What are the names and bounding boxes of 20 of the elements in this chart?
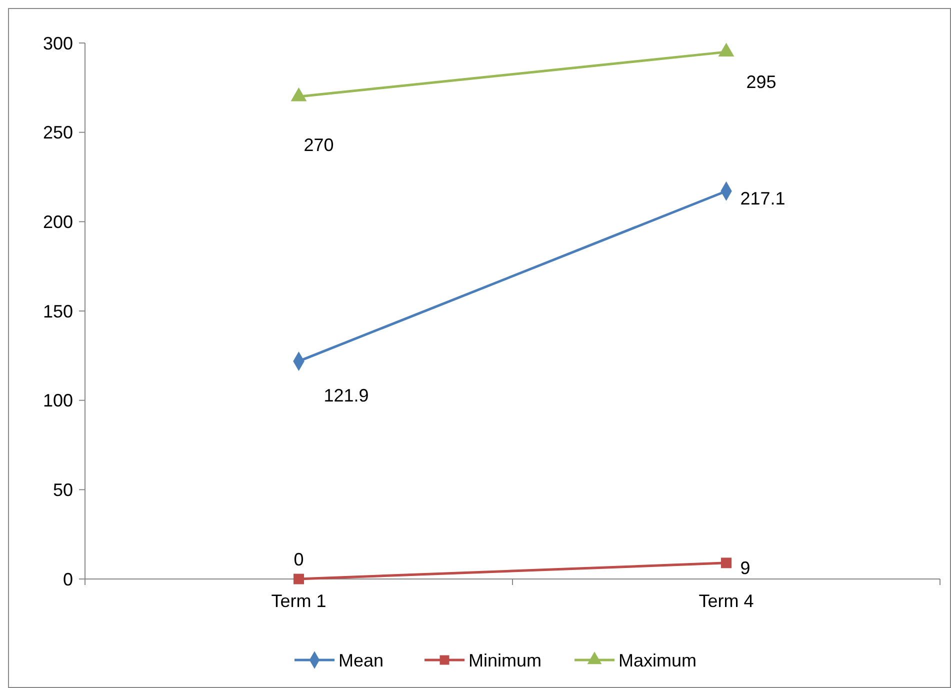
x-tick-label: Term 1	[271, 591, 326, 611]
data-label: 0	[294, 549, 304, 570]
legend-label: Maximum	[618, 650, 697, 670]
data-label: 217.1	[740, 188, 786, 208]
data-label: 9	[740, 558, 750, 578]
data-label: 295	[746, 72, 776, 92]
y-tick-label: 50	[52, 480, 73, 500]
legend-label: Mean	[338, 650, 384, 670]
y-tick-label: 250	[42, 122, 73, 143]
legend-label: Minimum	[468, 650, 542, 670]
point	[294, 574, 304, 584]
y-tick-label: 300	[42, 33, 73, 54]
y-tick-label: 100	[42, 390, 73, 411]
y-tick-label: 200	[42, 212, 73, 232]
point	[721, 558, 732, 568]
data-label: 121.9	[324, 386, 369, 406]
y-tick-label: 0	[62, 569, 73, 590]
x-tick-label: Term 4	[698, 591, 754, 611]
y-tick-label: 150	[42, 301, 73, 322]
data-label: 270	[304, 134, 334, 155]
